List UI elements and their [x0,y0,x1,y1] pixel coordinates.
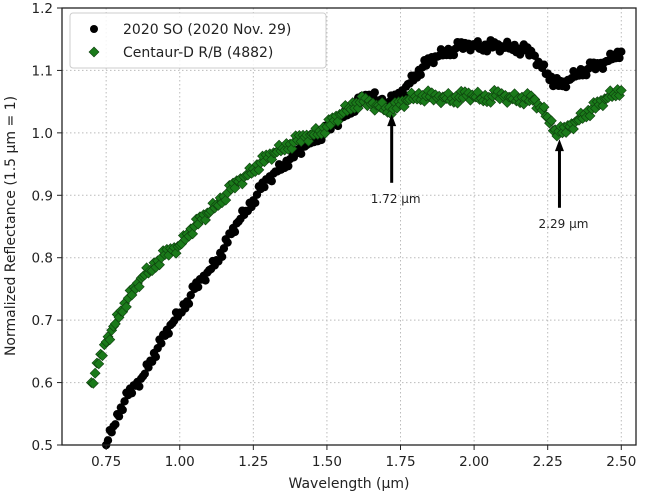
data-point-dense [223,238,232,247]
y-tick-label: 1.1 [32,63,53,79]
data-point-dense [253,164,265,176]
y-tick-label: 0.6 [32,376,53,392]
data-point-dense [284,161,293,171]
data-point-dense [103,436,113,445]
legend: 2020 SO (2020 Nov. 29) Centaur-D R/B (48… [69,12,327,69]
data-point-dense [545,115,557,127]
data-point-dense [539,60,549,69]
data-point-dense [193,282,203,292]
data-point-dense [170,247,182,259]
ticks: 0.75 1.00 1.25 1.50 1.75 2.00 2.25 2.50 0.5 0.6 0.… [32,1,637,470]
data-point-dense [296,149,306,159]
data-point-dense [538,101,550,113]
data-point-dense [133,281,145,293]
y-tick-label: 1.0 [32,126,53,142]
data-point-dense [597,100,609,112]
annotation-arrow-head [554,139,564,152]
data-point-dense [104,334,116,346]
data-point-dense [561,82,571,92]
x-tick-label: 0.75 [91,454,121,470]
annotations: 1.72 μm 2.29 μm [371,114,589,231]
data-point-dense [114,412,124,421]
y-axis-label: Normalized Reflectance (1.5 μm = 1) [3,96,19,356]
data-point-dense [260,182,269,192]
x-axis-label: Wavelength (μm) [289,476,410,492]
data-point-dense [111,420,120,429]
data-point-dense [184,299,194,308]
y-tick-label: 0.5 [32,438,53,454]
data-point-dense [230,227,240,237]
annotation-arrow-head [387,114,397,127]
data-point-dense [352,102,364,114]
data-point-dense [598,64,608,73]
data-point-dense [89,367,101,379]
data-point [617,47,626,56]
data-point-dense [370,88,379,97]
data-point-dense [416,70,425,80]
series-centaur-d [86,84,627,389]
data-point-dense [186,290,195,300]
plot-frame [61,7,637,446]
series-layer [86,36,627,450]
data-point [93,358,105,370]
legend-box [69,12,327,69]
legend-marker-circle [90,25,98,33]
annotation-label: 1.72 μm [371,192,421,206]
data-point-dense [157,339,166,348]
data-point-dense [250,198,260,208]
data-point-dense [164,329,173,338]
legend-label-2020-so: 2020 SO (2020 Nov. 29) [123,22,291,38]
data-point-dense [140,369,149,379]
data-point-dense [120,301,132,313]
data-point-dense [452,97,463,109]
legend-marker-diamond [88,46,100,58]
data-point-dense [187,228,199,240]
data-point-dense [135,382,144,391]
data-point [615,84,627,96]
x-tick-label: 1.25 [238,454,268,470]
data-point-dense [97,350,108,362]
data-point-dense [118,405,127,415]
x-tick-label: 2.25 [533,454,563,470]
data-point-dense [332,115,344,127]
y-tick-label: 1.2 [32,1,53,17]
x-tick-label: 1.50 [312,454,342,470]
x-tick-label: 1.75 [385,454,415,470]
data-point-dense [267,176,276,186]
annotation-label: 2.29 μm [539,217,589,231]
data-point-dense [127,388,137,398]
data-point-dense [530,51,540,60]
y-tick-label: 0.7 [32,313,53,329]
x-tick-label: 1.00 [165,454,195,470]
y-tick-label: 0.9 [32,188,53,204]
x-tick-label: 2.50 [606,454,636,470]
x-tick-label: 2.00 [459,454,489,470]
data-point-dense [120,397,129,406]
y-tick-label: 0.8 [32,251,53,267]
data-point-dense [429,58,438,68]
data-point-dense [201,276,210,285]
data-point-dense [217,252,227,262]
data-point-dense [87,377,99,389]
data-point-dense [303,135,314,147]
data-point-dense [200,214,211,226]
data-point-dense [449,50,459,60]
data-point-dense [151,352,161,362]
legend-label-centaur: Centaur-D R/B (4882) [123,45,273,61]
data-point-dense [220,194,232,206]
